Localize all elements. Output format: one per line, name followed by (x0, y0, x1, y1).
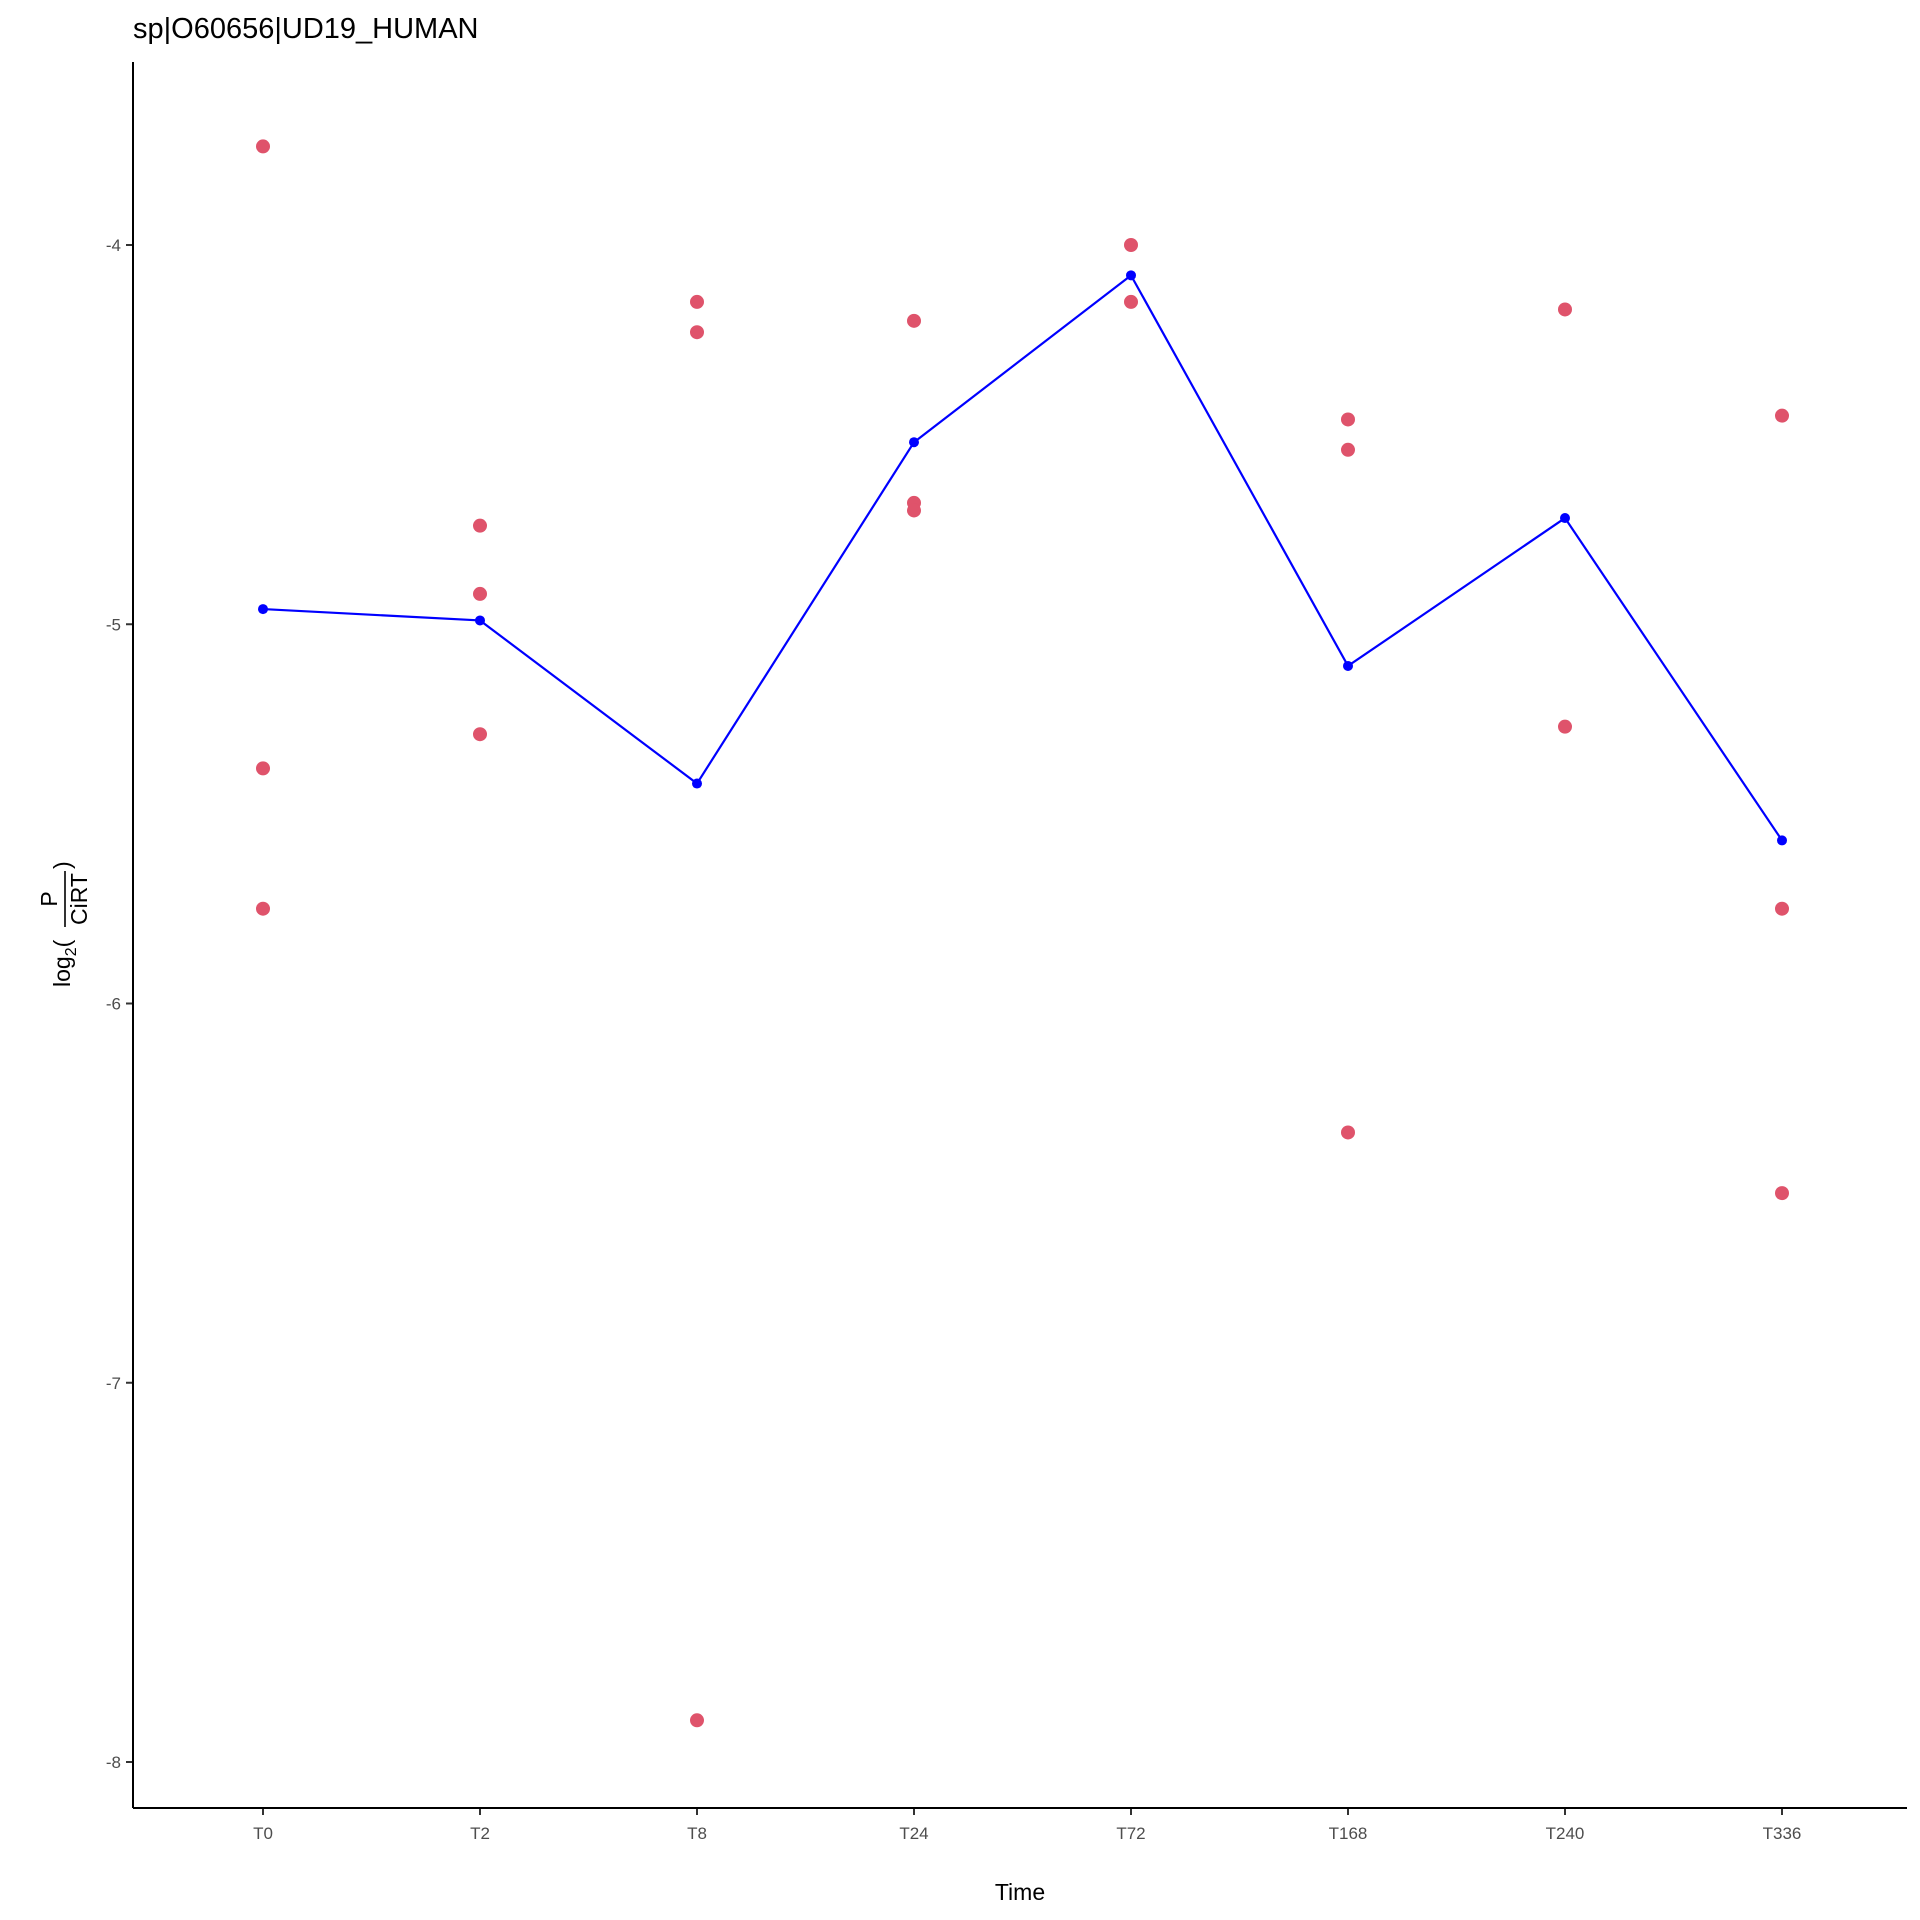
mean-line (262, 273, 1783, 842)
data-point (1558, 302, 1572, 317)
replicate-points (256, 139, 1789, 1728)
data-point (256, 901, 270, 916)
data-point (1558, 719, 1572, 734)
data-point (256, 139, 270, 154)
mean-point (909, 437, 919, 448)
data-point (1341, 442, 1355, 457)
data-point (473, 727, 487, 742)
x-tick-label: T2 (470, 1824, 490, 1843)
data-point (473, 586, 487, 601)
x-tick-label: T0 (253, 1824, 273, 1843)
data-point (1341, 1125, 1355, 1140)
data-point (690, 325, 704, 340)
mean-point (1560, 513, 1570, 524)
data-point (907, 313, 921, 328)
x-tick-label: T8 (687, 1824, 707, 1843)
chart-title: sp|O60656|UD19_HUMAN (133, 13, 479, 45)
y-axis-title-close-paren: ) (49, 861, 75, 869)
mean-point (1343, 660, 1353, 671)
data-point (690, 1713, 704, 1728)
data-point (1341, 412, 1355, 427)
y-axis-title-denominator: CiRT (66, 873, 92, 925)
data-point (690, 294, 704, 309)
y-axis-title: log2( P CiRT ) (36, 861, 92, 987)
data-point (1775, 1186, 1789, 1201)
mean-point (1126, 270, 1136, 281)
y-axis-ticks: -4 -5 -6 -7 -8 (106, 236, 133, 1772)
x-axis-ticks: T0 T2 T8 T24 T72 T168 T240 T336 (253, 1808, 1801, 1843)
data-point (1124, 238, 1138, 252)
y-axis-title-prefix: log2( (49, 939, 80, 987)
mean-point (692, 778, 702, 789)
y-tick-label: -6 (106, 995, 121, 1014)
data-point (1124, 294, 1138, 309)
mean-series (258, 270, 1787, 846)
data-point (1775, 901, 1789, 916)
x-tick-label: T168 (1329, 1824, 1368, 1843)
x-tick-label: T24 (899, 1824, 928, 1843)
y-axis-title-numerator: P (36, 891, 62, 906)
y-tick-label: -8 (106, 1753, 121, 1772)
y-axis-title-subscript: 2 (63, 947, 80, 956)
data-point (256, 761, 270, 776)
data-point (1775, 408, 1789, 423)
mean-point (475, 615, 485, 626)
y-tick-label: -4 (106, 236, 121, 255)
data-point (907, 503, 921, 518)
x-tick-label: T240 (1546, 1824, 1585, 1843)
y-tick-label: -5 (106, 615, 121, 634)
y-axis-title-log: log (49, 956, 75, 987)
x-tick-label: T72 (1116, 1824, 1145, 1843)
y-axis-title-open-paren: ( (49, 939, 75, 947)
y-tick-label: -7 (106, 1374, 121, 1393)
mean-point (258, 604, 268, 615)
data-point (473, 518, 487, 533)
mean-point (1777, 835, 1787, 846)
x-axis-title: Time (995, 1879, 1045, 1905)
x-tick-label: T336 (1763, 1824, 1802, 1843)
